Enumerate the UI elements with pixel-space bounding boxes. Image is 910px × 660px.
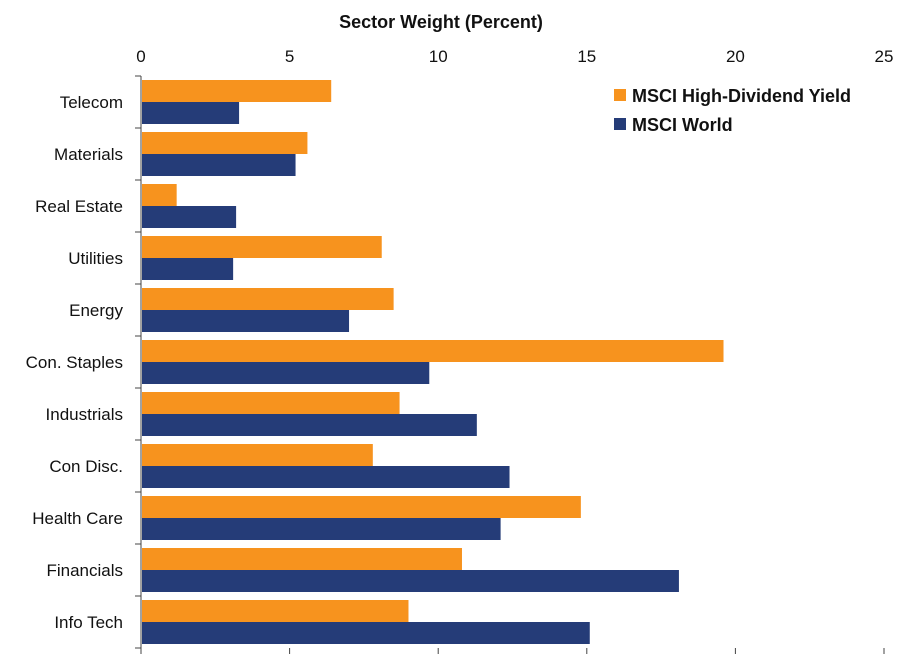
legend-swatch — [614, 118, 626, 130]
bar-world — [142, 414, 477, 436]
bar-high-dividend — [142, 444, 373, 466]
bar-high-dividend — [142, 340, 724, 362]
bar-world — [142, 258, 234, 280]
category-labels: Telecom Materials Real Estate Utilities Ener… — [26, 75, 141, 649]
bar-world — [142, 362, 430, 384]
category-label: Utilities — [68, 249, 123, 268]
bar-high-dividend — [142, 548, 462, 570]
category-label: Con Disc. — [49, 457, 123, 476]
x-tick-label: 20 — [726, 47, 745, 66]
bar-high-dividend — [142, 184, 177, 206]
x-tick-label: 15 — [577, 47, 596, 66]
category-label: Real Estate — [35, 197, 123, 216]
legend-label: MSCI High-Dividend Yield — [632, 86, 851, 106]
chart-title: Sector Weight (Percent) — [339, 12, 543, 32]
bar-world — [142, 154, 296, 176]
bar-high-dividend — [142, 80, 332, 102]
bar-world — [142, 310, 350, 332]
bar-high-dividend — [142, 392, 400, 414]
x-tick-label: 10 — [429, 47, 448, 66]
bar-world — [142, 466, 510, 488]
x-tick-label: 0 — [136, 47, 145, 66]
bar-high-dividend — [142, 132, 308, 154]
x-axis-ticks: 0 5 10 15 20 25 — [136, 47, 893, 654]
category-label: Info Tech — [54, 613, 123, 632]
category-label: Energy — [69, 301, 123, 320]
legend: MSCI High-Dividend Yield MSCI World — [614, 86, 851, 135]
category-label: Health Care — [32, 509, 123, 528]
bar-high-dividend — [142, 496, 581, 518]
bar-world — [142, 622, 590, 644]
bar-high-dividend — [142, 288, 394, 310]
legend-label: MSCI World — [632, 115, 733, 135]
bar-world — [142, 102, 240, 124]
legend-swatch — [614, 89, 626, 101]
bars — [142, 80, 724, 644]
bar-world — [142, 206, 237, 228]
category-label: Telecom — [60, 93, 123, 112]
category-label: Con. Staples — [26, 353, 123, 372]
category-label: Materials — [54, 145, 123, 164]
category-label: Financials — [46, 561, 123, 580]
bar-high-dividend — [142, 236, 382, 258]
bar-high-dividend — [142, 600, 409, 622]
bar-world — [142, 518, 501, 540]
bar-world — [142, 570, 679, 592]
category-label: Industrials — [46, 405, 123, 424]
x-tick-label: 25 — [875, 47, 894, 66]
x-tick-label: 5 — [285, 47, 294, 66]
